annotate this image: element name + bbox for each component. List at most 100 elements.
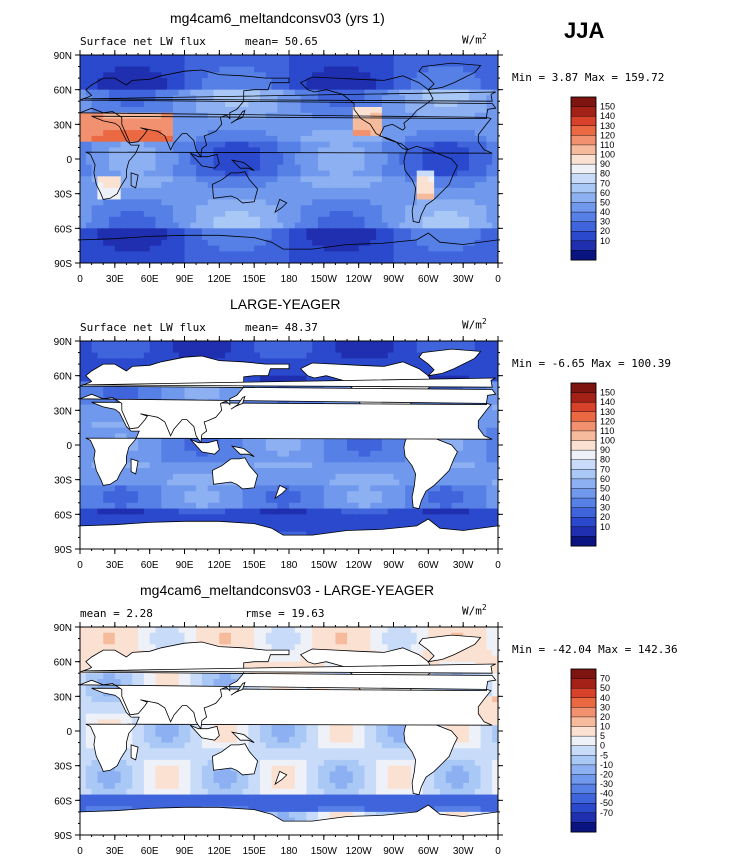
colorbar-swatch [570, 163, 597, 175]
map-panel-1: 90N 60N 30N 0 30S 60S 90S 0 30E 60E 90E 120E 150E 180… [54, 50, 503, 285]
colorbar-label: 70 [600, 178, 610, 188]
panel-2-minmax: Min = -6.65 Max = 100.39 [512, 357, 671, 370]
colorbar-label: 80 [600, 455, 610, 465]
colorbar-label: 130 [600, 121, 615, 131]
colorbar-swatch [570, 392, 597, 403]
panel-1-title: mg4cam6_meltandconsv03 (yrs 1) [170, 10, 385, 26]
coast-australia [211, 743, 259, 776]
coast-north-america [299, 75, 434, 151]
colorbar-swatch [570, 517, 597, 528]
panel-3-minmax: Min = -42.04 Max = 142.36 [512, 643, 678, 656]
colorbar-swatch [570, 173, 597, 184]
coast-new-zealand [274, 484, 288, 500]
coast-indonesia [190, 152, 220, 169]
coast-japan [230, 109, 246, 124]
lon-label: 60E [141, 560, 159, 571]
colorbar-swatch [570, 96, 597, 108]
colorbar-label: 120 [600, 130, 615, 140]
colorbar-swatch [570, 449, 597, 461]
colorbar-label: 20 [600, 512, 610, 522]
colorbar-swatch [570, 144, 597, 156]
lat-label: 60S [54, 510, 72, 521]
colorbar-label: 100 [600, 436, 615, 446]
colorbar-swatch [570, 411, 597, 422]
coast-eurasia [80, 355, 497, 444]
coast-new-zealand [274, 198, 288, 214]
colorbar-swatch [570, 240, 597, 251]
lon-label: 90W [383, 846, 404, 857]
colorbar-swatch [570, 459, 597, 470]
coast-japan [230, 395, 246, 410]
coast-new-guinea [230, 731, 255, 743]
panel-3-units: W/m2 [462, 603, 487, 618]
panel-3-rmse: rmse = 19.63 [245, 607, 325, 620]
lon-label: 30W [453, 846, 474, 857]
coast-indonesia [190, 438, 220, 455]
colorbar-label: 140 [600, 397, 615, 407]
lon-label: 0 [77, 560, 83, 571]
coast-antarctica [80, 518, 498, 549]
lon-label: 30E [106, 274, 124, 285]
colorbar-swatch [570, 697, 597, 708]
lat-label: 90N [54, 623, 72, 634]
map-panel-2: 90N 60N 30N 0 30S 60S 90S 0 30E 60E 90E 120E 150E 180… [54, 336, 503, 571]
colorbar-label: -30 [600, 779, 613, 789]
colorbar-label: 60 [600, 188, 610, 198]
lon-label: 180 [281, 846, 298, 857]
panel-1-minmax: Min = 3.87 Max = 159.72 [512, 71, 665, 84]
colorbar-label: 20 [600, 712, 610, 722]
lon-label: 90W [383, 274, 404, 285]
lon-label: 120W [346, 560, 373, 571]
coast-greenland [418, 348, 482, 377]
colorbar-swatch [570, 793, 597, 804]
panel-3-mean: mean = 2.28 [80, 607, 153, 620]
lat-label: 60N [54, 658, 72, 669]
colorbar-label: 70 [600, 674, 610, 684]
colorbar-label: 100 [600, 150, 615, 160]
lat-label: 0 [66, 727, 72, 738]
lon-label: 60E [141, 274, 159, 285]
colorbar-swatch [570, 115, 597, 127]
colorbar-label: -5 [600, 750, 608, 760]
colorbar-swatch [570, 421, 597, 432]
lon-label: 30E [106, 846, 124, 857]
lon-label: 90W [383, 560, 404, 571]
colorbar-swatch [570, 507, 597, 518]
coast-australia [211, 171, 259, 204]
colorbar-swatch [570, 125, 597, 136]
coast-south-america [403, 145, 458, 224]
colorbar-label: 110 [600, 426, 614, 436]
panel-3-title: mg4cam6_meltandconsv03 - LARGE-YEAGER [140, 582, 435, 598]
colorbar-label: -70 [600, 808, 613, 818]
colorbar-frame [570, 382, 597, 547]
panel-1-units: W/m2 [462, 32, 487, 47]
field-3 [80, 627, 498, 835]
colorbar-swatch [570, 812, 597, 823]
coast-japan [230, 681, 246, 696]
colorbar-label: 5 [600, 731, 605, 741]
panel-1-mean: mean= 50.65 [245, 35, 318, 48]
colorbar-swatch [570, 183, 597, 194]
lat-label: 90S [54, 545, 72, 556]
colorbar-label: 0 [600, 741, 605, 751]
colorbar-label: 20 [600, 226, 610, 236]
colorbar-swatch [570, 497, 597, 509]
colorbar-swatch [570, 192, 597, 203]
coast-new-guinea [230, 445, 255, 457]
lat-label: 0 [66, 155, 72, 166]
panel-2-field-label: Surface net LW flux [80, 321, 206, 334]
colorbar-swatch [570, 154, 597, 165]
colorbar-label: 40 [600, 207, 610, 217]
colorbar-label: 50 [600, 683, 610, 693]
colorbar-label: 130 [600, 407, 615, 417]
colorbar-swatch [570, 382, 597, 394]
coast-south-america [403, 717, 458, 796]
lon-label: 90E [176, 274, 194, 285]
lon-label: 150E [242, 846, 266, 857]
lon-label: 150E [242, 560, 266, 571]
lat-label: 90N [54, 51, 72, 62]
colorbar-swatch [570, 687, 597, 699]
